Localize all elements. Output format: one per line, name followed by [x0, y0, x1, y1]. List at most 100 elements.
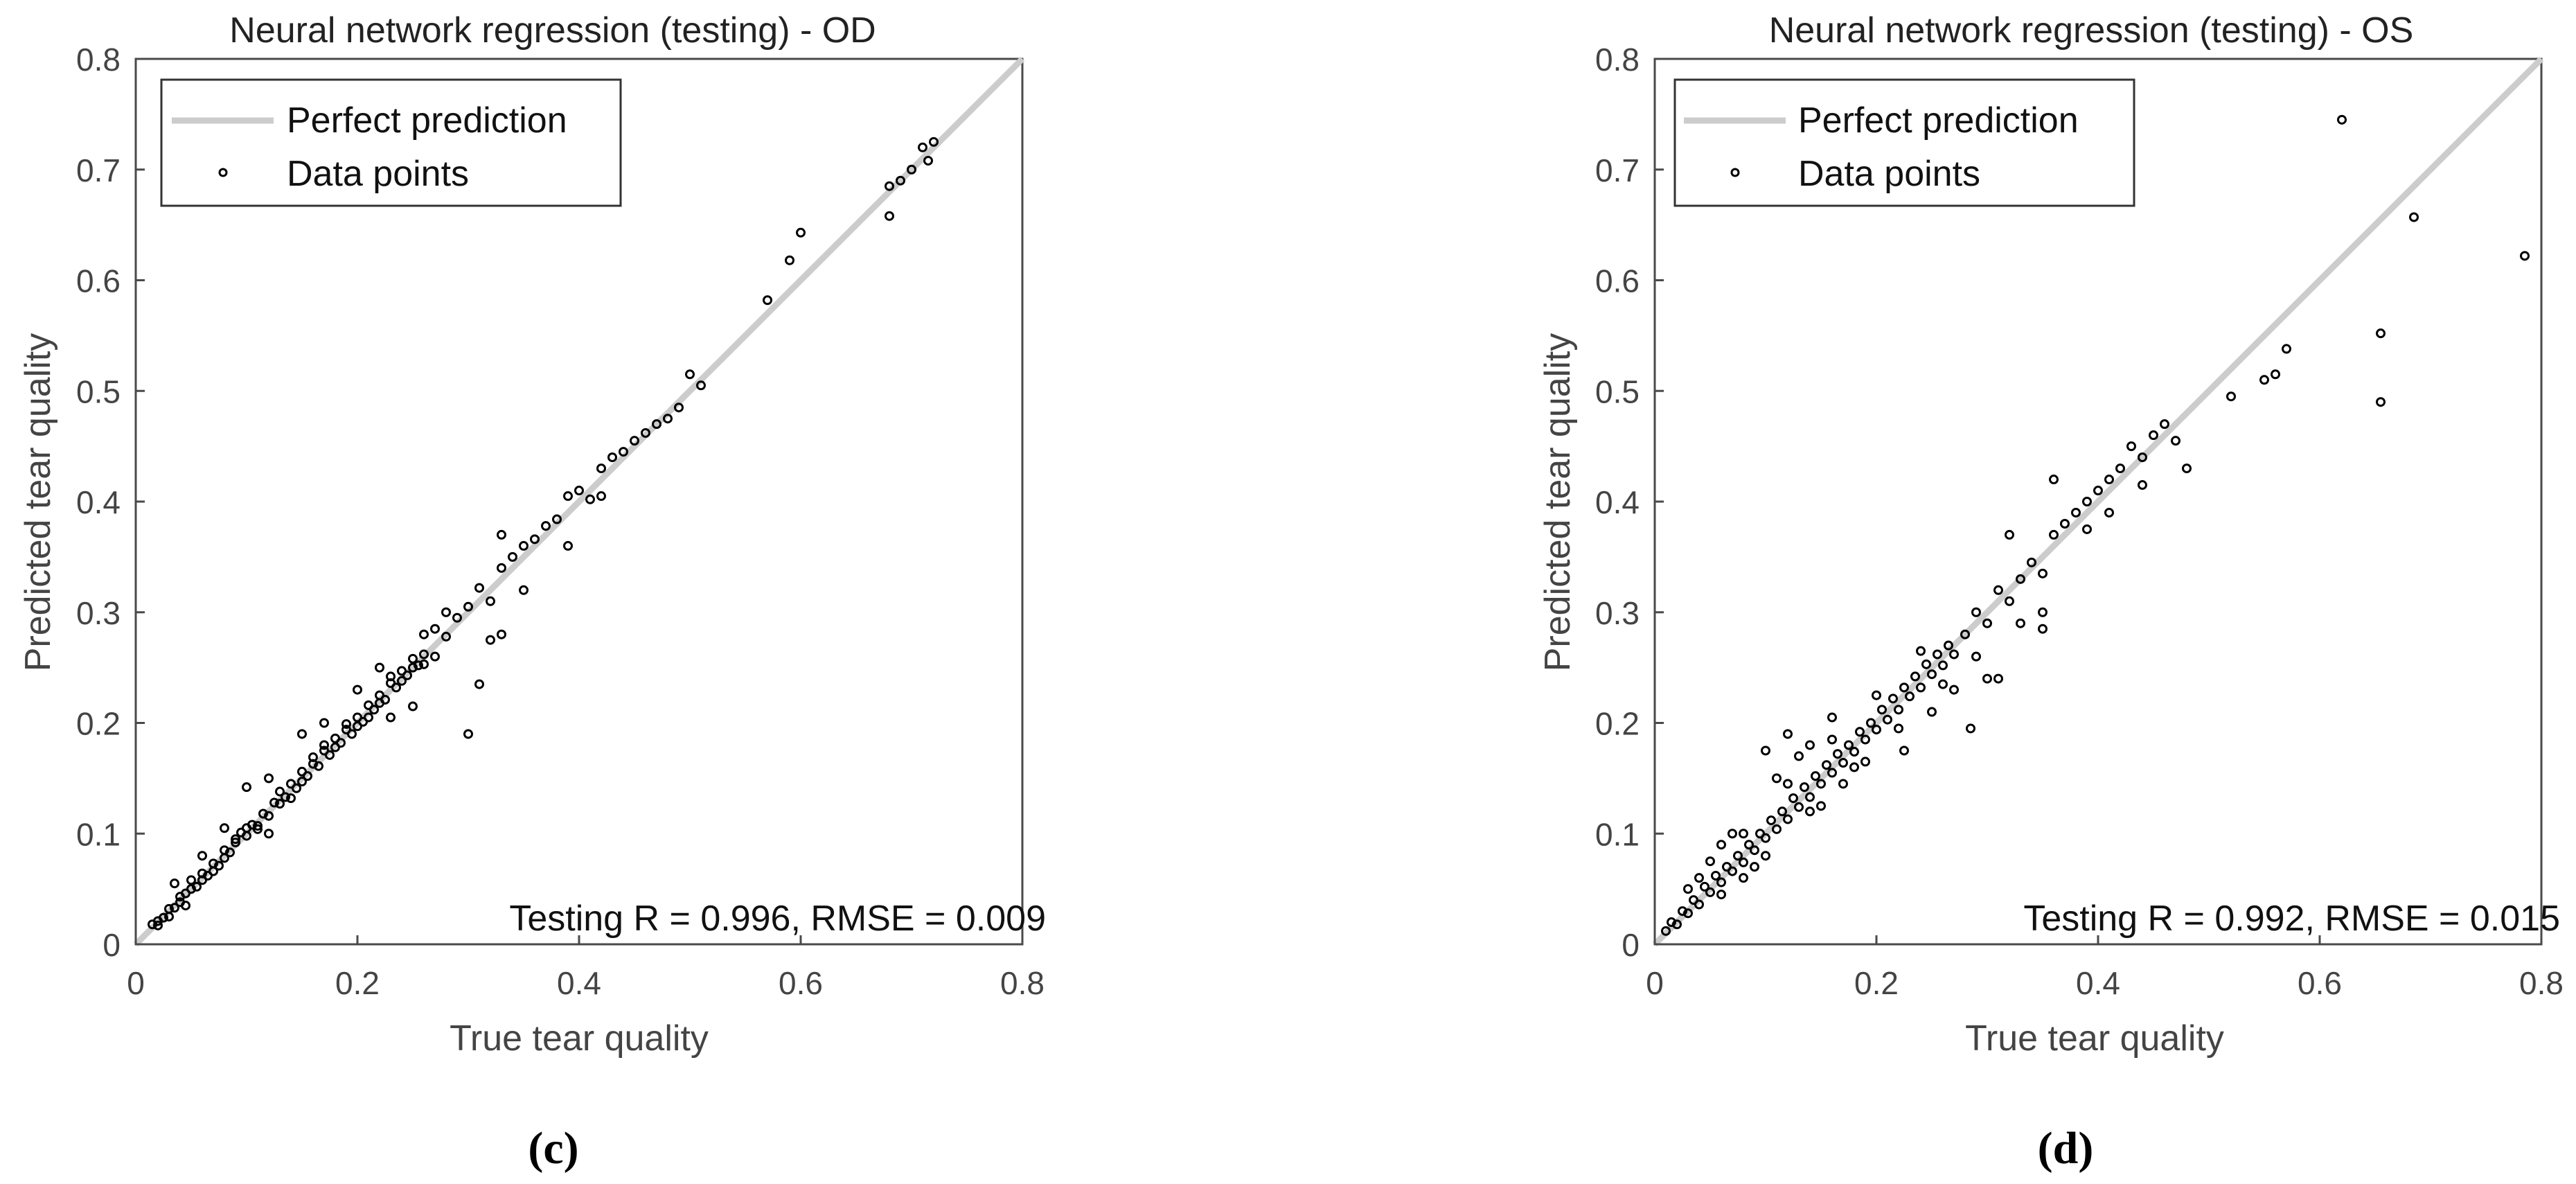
data-point [258, 809, 268, 819]
data-point [1916, 646, 1926, 656]
data-point [292, 783, 301, 793]
data-point [2259, 375, 2269, 385]
data-point [474, 583, 484, 593]
data-point [1872, 690, 1881, 700]
data-point [414, 660, 423, 671]
data-point [530, 534, 540, 545]
x-tick-label: 0.8 [2519, 965, 2564, 1001]
data-point [1761, 745, 1770, 756]
data-point [1683, 884, 1693, 894]
data-point [1833, 749, 1842, 759]
y-tick-label: 0.8 [1595, 42, 1640, 78]
data-point [208, 866, 218, 876]
data-point [364, 712, 373, 723]
data-point [1800, 782, 1809, 793]
data-point [159, 912, 168, 923]
data-point [253, 824, 263, 834]
x-axis: 0 0.2 0.4 0.6 0.8 [1646, 935, 2564, 1001]
x-tick-label: 0.2 [335, 965, 380, 1001]
data-point [297, 729, 307, 739]
legend-entry-data-points: Data points [1798, 154, 1980, 194]
x-tick-label: 0.4 [2076, 965, 2120, 1001]
data-point [153, 920, 163, 930]
data-point [1805, 792, 1815, 802]
data-point [1783, 779, 1793, 789]
data-point [463, 601, 473, 612]
data-point [375, 698, 384, 708]
legend-entry-data-points: Data points [287, 154, 469, 194]
data-point [885, 181, 894, 191]
data-point [929, 136, 939, 147]
data-point [1860, 734, 1870, 745]
data-point [918, 142, 927, 152]
data-point [1971, 651, 1981, 662]
data-point [1772, 824, 1782, 834]
x-tick-label: 0.8 [1000, 965, 1045, 1001]
data-point [1794, 802, 1804, 812]
data-point [1971, 607, 1981, 617]
data-point [497, 529, 506, 540]
data-point [2126, 441, 2136, 452]
data-point [1816, 801, 1826, 811]
data-point [325, 750, 335, 760]
data-point [652, 419, 661, 430]
data-point [297, 777, 307, 787]
y-tick-label: 0.6 [1595, 263, 1640, 299]
legend-marker-swatch [218, 168, 228, 177]
data-point [186, 884, 196, 894]
data-point [497, 629, 506, 639]
data-point [541, 521, 551, 531]
x-axis-label: True tear quality [1965, 1018, 2224, 1059]
perfect-prediction-line-layer [1652, 56, 2544, 947]
data-point [2038, 624, 2048, 634]
data-point [1877, 705, 1887, 715]
x-tick-label: 0 [127, 965, 145, 1001]
x-tick-label: 0.2 [1854, 965, 1899, 1001]
y-tick-label: 0 [1622, 927, 1640, 963]
y-tick-label: 0.8 [76, 42, 121, 78]
data-point [1794, 751, 1804, 761]
data-point [1733, 851, 1743, 861]
data-point [419, 629, 429, 639]
data-point [1716, 840, 1726, 850]
data-point [2182, 463, 2192, 474]
data-point [1849, 747, 1859, 757]
data-point [1982, 673, 1992, 684]
y-tick-label: 0.7 [76, 152, 121, 188]
data-point [1838, 758, 1848, 768]
data-point [2082, 524, 2092, 534]
data-point [397, 675, 407, 686]
data-point [2016, 618, 2025, 628]
data-point [1927, 707, 1937, 717]
x-tick-label: 0 [1646, 965, 1664, 1001]
data-point [923, 155, 933, 166]
data-point [2049, 529, 2059, 540]
data-point [1933, 649, 1942, 660]
y-tick-label: 0.1 [1595, 816, 1640, 852]
y-tick-label: 0.2 [76, 706, 121, 742]
y-axis: 0 0.1 0.2 0.3 0.4 0.5 0.6 0.7 0.8 [76, 42, 145, 963]
data-point [170, 878, 179, 889]
data-point [2149, 430, 2158, 441]
data-point [242, 782, 251, 793]
x-axis: 0 0.2 0.4 0.6 0.8 [127, 935, 1045, 1001]
data-point [1966, 723, 1975, 734]
data-point [2104, 507, 2114, 518]
data-point [1694, 873, 1704, 883]
data-point [264, 829, 274, 839]
data-point [1761, 851, 1770, 861]
data-point [1860, 757, 1870, 767]
data-point [1777, 806, 1787, 817]
data-point [552, 514, 562, 524]
data-point [170, 903, 179, 913]
data-point [192, 881, 202, 892]
data-point [1750, 862, 1759, 872]
data-point [430, 651, 440, 662]
data-point [253, 821, 263, 831]
data-point [231, 838, 240, 848]
data-point [486, 635, 495, 645]
data-point [2138, 452, 2147, 463]
data-point [1711, 870, 1721, 881]
data-point [441, 631, 451, 642]
data-point [1905, 691, 1915, 702]
